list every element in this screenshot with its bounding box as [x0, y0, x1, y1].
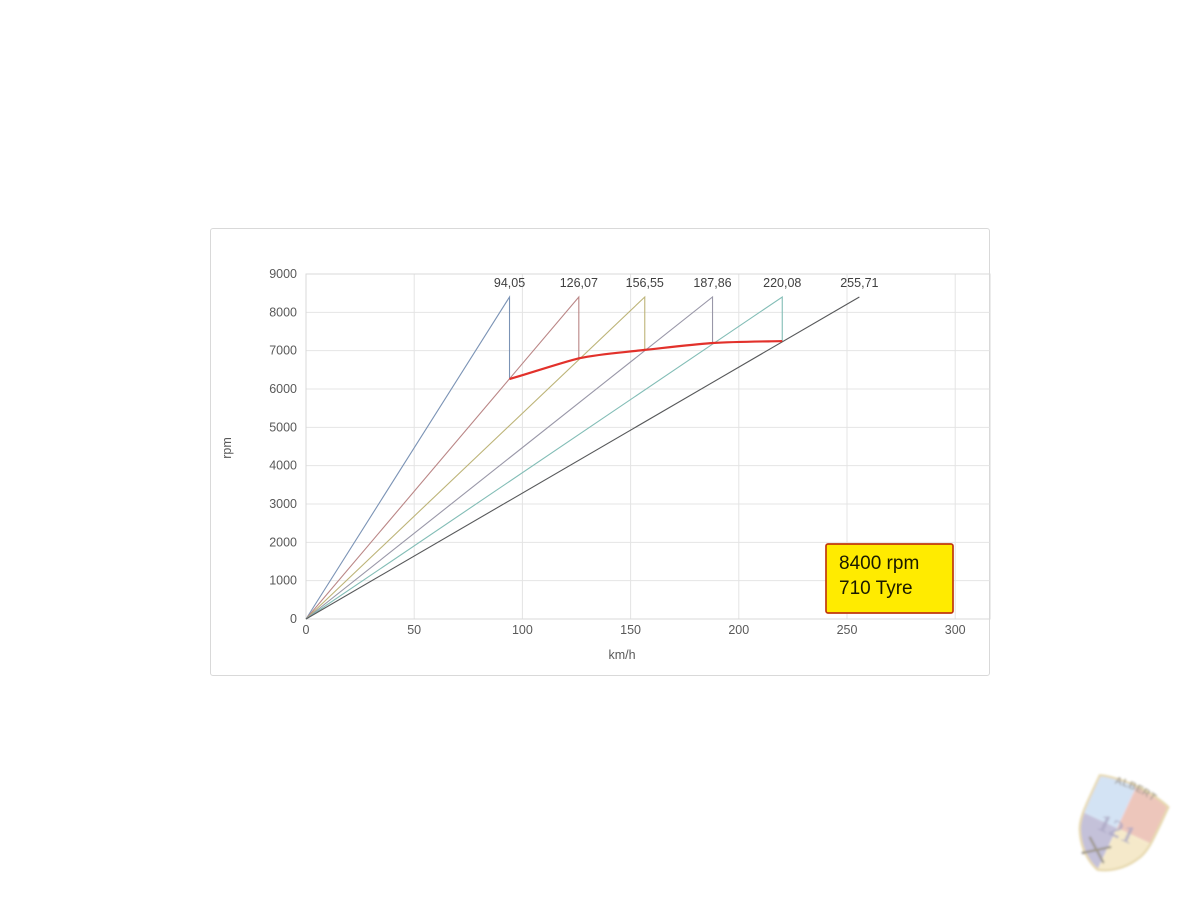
svg-text:50: 50 [407, 623, 421, 637]
svg-text:100: 100 [512, 623, 533, 637]
svg-text:0: 0 [303, 623, 310, 637]
svg-text:rpm: rpm [220, 437, 234, 459]
svg-text:187,86: 187,86 [693, 276, 731, 290]
svg-text:94,05: 94,05 [494, 276, 525, 290]
svg-text:710 Tyre: 710 Tyre [839, 578, 913, 599]
svg-text:3000: 3000 [269, 497, 297, 511]
svg-text:km/h: km/h [608, 648, 635, 662]
svg-text:5000: 5000 [269, 420, 297, 434]
svg-text:0: 0 [290, 612, 297, 626]
svg-text:220,08: 220,08 [763, 276, 801, 290]
svg-text:9000: 9000 [269, 267, 297, 281]
svg-text:8400 rpm: 8400 rpm [839, 553, 919, 574]
svg-text:156,55: 156,55 [626, 276, 664, 290]
svg-text:255,71: 255,71 [840, 276, 878, 290]
svg-text:126,07: 126,07 [560, 276, 598, 290]
svg-text:200: 200 [728, 623, 749, 637]
svg-text:6000: 6000 [269, 382, 297, 396]
svg-text:150: 150 [620, 623, 641, 637]
svg-text:1000: 1000 [269, 574, 297, 588]
svg-text:2000: 2000 [269, 535, 297, 549]
svg-text:4000: 4000 [269, 459, 297, 473]
svg-text:8000: 8000 [269, 305, 297, 319]
svg-text:300: 300 [945, 623, 966, 637]
svg-text:7000: 7000 [269, 344, 297, 358]
svg-text:250: 250 [837, 623, 858, 637]
